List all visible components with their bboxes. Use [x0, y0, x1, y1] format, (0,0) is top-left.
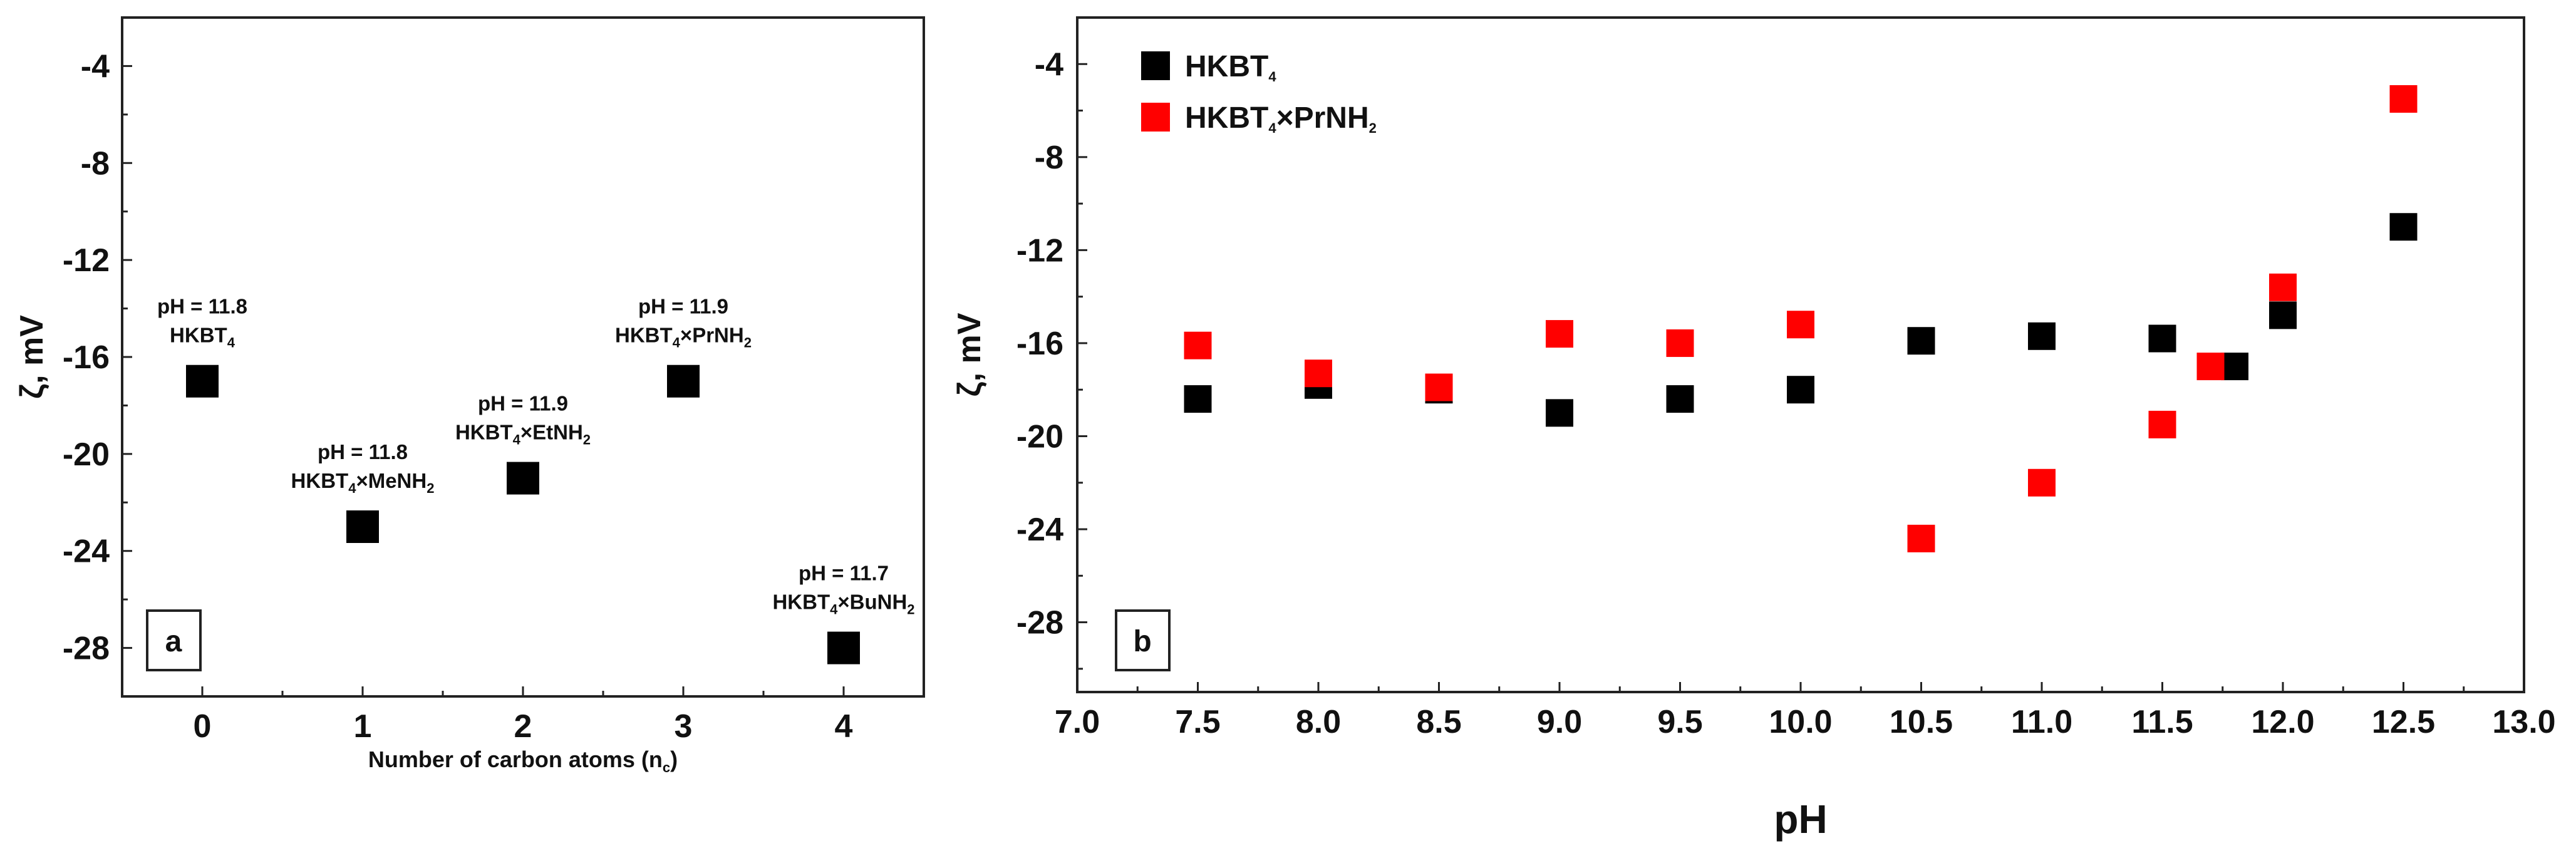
panel-a-letter-box: [146, 609, 202, 671]
x-tick-label: 7.0: [1055, 704, 1100, 740]
x-tick-label: 12.0: [2251, 704, 2314, 740]
y-tick-label: -4: [81, 48, 110, 85]
panel-b-letter: b: [1133, 625, 1151, 658]
data-point: [667, 364, 700, 398]
x-tick-label: 12.5: [2372, 704, 2435, 740]
data-point: [1666, 329, 1694, 357]
y-tick-label: -4: [1035, 46, 1063, 83]
data-point: [2389, 213, 2418, 241]
point-compound-label: HKBT4: [170, 324, 235, 351]
y-tick-label: -20: [63, 437, 110, 473]
y-tick-label: -28: [63, 631, 110, 667]
y-tick-label: -12: [1016, 232, 1063, 269]
x-tick-label: 8.0: [1296, 704, 1341, 740]
panel-a: -4-8-12-16-20-24-280 1 2 3 4 pH = 11.8HKBT4p…: [14, 16, 925, 775]
panel-b-x-axis-label: pH: [1774, 797, 1827, 842]
panel-a-ticks: -4 -8 -12 -16 -20 -24 -28 0 1 2 3 4: [63, 16, 925, 745]
x-tick-label: 10.5: [1890, 704, 1953, 740]
data-point: [1907, 524, 1935, 552]
y-tick-label: -20: [1016, 418, 1063, 455]
x-tick-label: 11.5: [2131, 704, 2193, 740]
x-tick-label: 0: [194, 708, 212, 745]
x-tick-label: 7.5: [1175, 704, 1220, 740]
y-tick-label: -16: [1016, 326, 1063, 362]
y-tick-label: -28: [1016, 605, 1063, 641]
y-tick-label: -24: [1016, 512, 1063, 548]
data-point: [346, 510, 379, 543]
point-ph-label: pH = 11.9: [638, 295, 728, 318]
data-point: [2028, 468, 2056, 497]
y-tick-label: -12: [63, 242, 110, 279]
x-tick-label: 9.5: [1657, 704, 1702, 740]
x-tick-label: 10.0: [1769, 704, 1832, 740]
legend-marker: [1141, 103, 1170, 132]
panel-b-y-axis-label: ζ, mV: [951, 313, 988, 396]
y-tick-label: -8: [1035, 140, 1063, 176]
point-compound-label: HKBT4×MeNH2: [291, 469, 435, 496]
data-point: [827, 631, 860, 664]
point-ph-label: pH = 11.8: [318, 440, 408, 463]
data-point: [2269, 301, 2297, 329]
legend-marker: [1141, 51, 1170, 80]
x-tick-label: 3: [675, 708, 693, 745]
point-ph-label: pH = 11.8: [157, 295, 247, 318]
panel-a-points: [186, 364, 860, 664]
data-point: [1184, 385, 1212, 413]
data-point: [1184, 331, 1212, 359]
point-compound-label: HKBT4×BuNH2: [772, 591, 914, 618]
data-point: [1546, 399, 1573, 427]
data-point: [1305, 359, 1332, 388]
legend-label: HKBT4×PrNH2: [1185, 101, 1377, 136]
data-point: [2148, 410, 2176, 438]
panel-b-legend: HKBT4 HKBT4×PrNH2: [1141, 50, 1377, 136]
panel-a-x-axis-label: Number of carbon atoms (nc): [368, 747, 678, 775]
y-tick-label: -8: [81, 145, 110, 182]
data-point: [2148, 324, 2176, 353]
panel-a-y-axis-label: ζ, mV: [14, 315, 50, 399]
data-point: [507, 462, 539, 495]
point-compound-label: HKBT4×PrNH2: [615, 324, 752, 351]
data-point: [1907, 327, 1935, 355]
x-tick-label: 11.0: [2011, 704, 2072, 740]
data-point: [186, 364, 219, 398]
point-compound-label: HKBT4×EtNH2: [455, 421, 591, 448]
x-tick-label: 8.5: [1416, 704, 1461, 740]
data-point: [2269, 273, 2297, 301]
point-ph-label: pH = 11.9: [478, 392, 568, 415]
legend-label: HKBT4: [1185, 50, 1276, 85]
data-point: [2221, 353, 2248, 381]
data-point: [1787, 376, 1814, 404]
data-point: [2196, 353, 2225, 381]
panel-a-annotations: pH = 11.8 HKBT4 pH = 11.8 HKBT4×MeNH2 pH = 1…: [157, 295, 915, 618]
panel-a-letter: a: [165, 625, 182, 658]
panel-b-ticks: -4 -8 -12 -16 -20 -24 -28 7.0 7.5 8.0 8.5 9.0 9.5 10.…: [1016, 16, 2556, 740]
x-tick-label: 9.0: [1537, 704, 1582, 740]
panel-b-points: [1184, 85, 2418, 552]
y-tick-label: -24: [63, 534, 110, 570]
panel-b: -4 -8 -12 -16 -20 -24 -28 7.0 7.5 8.0 8.5 9.0 9.5 10.…: [951, 16, 2556, 842]
data-point: [2028, 322, 2056, 350]
panel-b-letter-box: [1115, 609, 1171, 671]
y-tick-label: -16: [63, 339, 110, 376]
data-point: [1787, 311, 1814, 339]
data-point: [1546, 320, 1573, 348]
data-point: [2389, 85, 2418, 113]
data-point: [1666, 385, 1694, 413]
x-tick-label: 4: [835, 708, 853, 745]
x-tick-label: 2: [514, 708, 532, 745]
x-tick-label: 13.0: [2492, 704, 2555, 740]
point-ph-label: pH = 11.7: [799, 562, 889, 585]
x-tick-label: 1: [354, 708, 372, 745]
data-point: [1425, 373, 1453, 401]
